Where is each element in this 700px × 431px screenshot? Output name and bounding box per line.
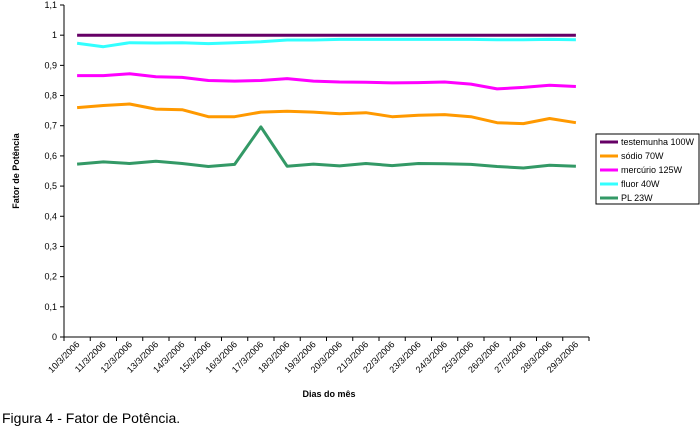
y-axis-title: Fator de Potência: [11, 132, 21, 209]
series-line-fluor-40w: [76, 37, 576, 49]
y-tick-label: 1: [52, 30, 57, 40]
legend-label: testemunha 100W: [621, 137, 695, 147]
series-line-sodio-70w: [76, 102, 577, 126]
legend-label: fluor 40W: [621, 179, 660, 189]
legend-label: sódio 70W: [621, 151, 664, 161]
line-chart: 00,10,20,30,40,50,60,70,80,911,110/3/200…: [11, 0, 700, 399]
y-tick-label: 0,5: [44, 181, 57, 191]
y-tick-label: 0,3: [44, 241, 57, 251]
y-tick-label: 0,1: [44, 302, 57, 312]
y-tick-label: 0,7: [44, 121, 57, 131]
y-tick-label: 0,8: [44, 91, 57, 101]
y-tick-label: 0,6: [44, 151, 57, 161]
y-tick-label: 0,4: [44, 211, 57, 221]
plot-area: [64, 5, 589, 337]
legend-label: mercúrio 125W: [621, 165, 683, 175]
y-tick-label: 0,9: [44, 60, 57, 70]
legend-label: PL 23W: [621, 193, 653, 203]
series-layer: [76, 33, 577, 170]
figure-caption: Figura 4 - Fator de Potência.: [2, 410, 181, 426]
series-line-pl-23w: [76, 125, 576, 170]
y-tick-label: 1,1: [44, 0, 57, 10]
y-tick-label: 0,2: [44, 272, 57, 282]
x-axis-title: Dias do mês: [302, 389, 355, 399]
legend: testemunha 100W sódio 70W mercúrio 125W flu…: [595, 133, 700, 205]
series-line-mercurio-125w: [77, 72, 576, 91]
y-tick-label: 0: [52, 332, 57, 342]
